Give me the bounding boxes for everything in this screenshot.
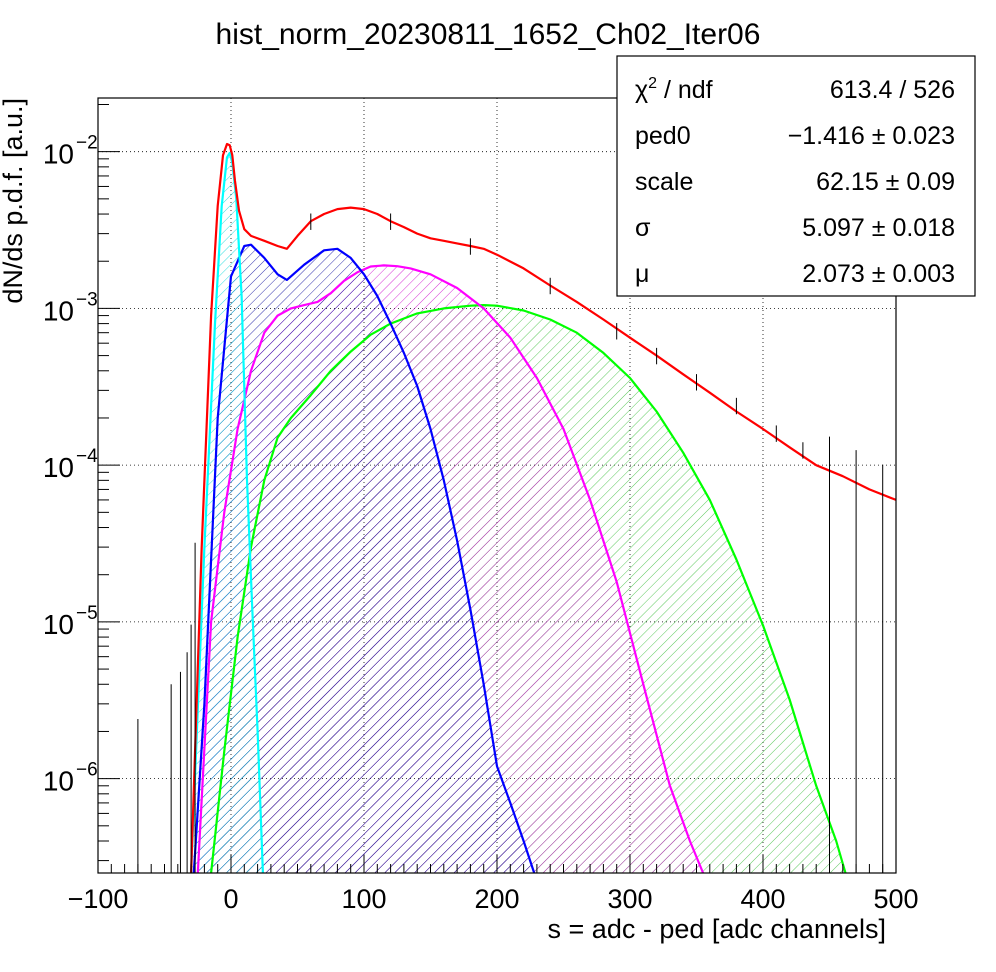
stats-label-4: μ	[635, 260, 649, 288]
stats-value-1: −1.416 ± 0.023	[788, 122, 955, 150]
component-fills	[191, 153, 846, 874]
x-tick-label-5: 400	[740, 884, 785, 914]
stats-value-3: 5.097 ± 0.018	[802, 214, 955, 242]
x-tick-label-0: −100	[68, 884, 129, 914]
y-tick-exponent-3: −5	[76, 603, 98, 624]
x-tick-label-1: 0	[223, 884, 238, 914]
y-tick-exponent-0: −2	[76, 133, 98, 154]
y-axis-label: dN/ds p.d.f. [a.u.]	[0, 98, 28, 304]
stats-box-frame	[616, 55, 976, 297]
y-tick-exponent-4: −6	[76, 760, 98, 781]
stats-label-2: scale	[635, 168, 693, 196]
stats-label-1: ped0	[635, 122, 691, 150]
stats-value-2: 62.15 ± 0.09	[816, 168, 955, 196]
y-tick-label-3: 10	[43, 609, 74, 640]
x-tick-label-4: 300	[607, 884, 652, 914]
x-tick-label-6: 500	[873, 884, 918, 914]
stats-label-3: σ	[635, 214, 651, 242]
data-points	[137, 213, 884, 873]
chart-title: hist_norm_20230811_1652_Ch02_Iter06	[216, 18, 761, 51]
series-line-3	[210, 304, 847, 874]
x-axis: −100 0 100 200 300 400 500	[68, 855, 919, 914]
y-axis: 10−210−310−410−510−6	[43, 103, 120, 862]
y-tick-exponent-1: −3	[76, 289, 98, 310]
stats-value-4: 2.073 ± 0.003	[802, 260, 955, 288]
stats-label-0: χ2 / ndf	[635, 75, 713, 104]
series-fill-1	[193, 244, 535, 873]
stats-box: χ2 / ndf 613.4 / 526 ped0 −1.416 ± 0.023 sca…	[616, 55, 976, 297]
stats-value-0: 613.4 / 526	[830, 76, 955, 104]
y-tick-label-0: 10	[43, 139, 74, 170]
x-axis-label: s = adc - ped [adc channels]	[548, 914, 886, 944]
series-line-1	[192, 243, 536, 874]
series-fill-0	[191, 153, 263, 873]
x-tick-label-3: 200	[474, 884, 519, 914]
x-tick-label-2: 100	[341, 884, 386, 914]
series-line-2	[196, 264, 705, 874]
y-tick-exponent-2: −4	[76, 446, 98, 467]
y-tick-label-2: 10	[43, 452, 74, 483]
y-tick-label-4: 10	[43, 766, 74, 797]
y-tick-label-1: 10	[43, 295, 74, 326]
